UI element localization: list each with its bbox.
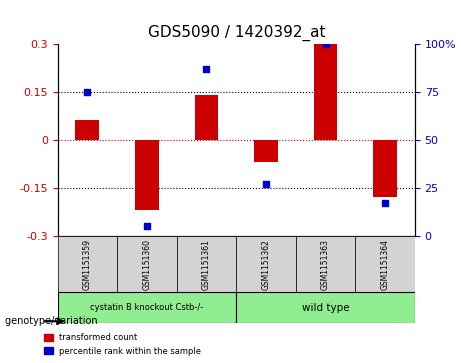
- Bar: [373, 140, 397, 197]
- Bar: [313, 44, 337, 140]
- Bar: [195, 95, 219, 140]
- Text: GSM1151363: GSM1151363: [321, 238, 330, 290]
- FancyBboxPatch shape: [177, 236, 236, 293]
- FancyBboxPatch shape: [296, 236, 355, 293]
- Bar: [254, 140, 278, 162]
- Text: wild type: wild type: [302, 303, 349, 313]
- FancyBboxPatch shape: [236, 236, 296, 293]
- Text: GSM1151359: GSM1151359: [83, 238, 92, 290]
- Text: GSM1151362: GSM1151362: [261, 239, 271, 290]
- Text: cystatin B knockout Cstb-/-: cystatin B knockout Cstb-/-: [90, 303, 204, 312]
- Text: genotype/variation: genotype/variation: [5, 316, 100, 326]
- Bar: [135, 140, 159, 210]
- FancyBboxPatch shape: [58, 293, 236, 323]
- Bar: [76, 121, 99, 140]
- Point: [143, 223, 151, 229]
- Point: [84, 89, 91, 94]
- Text: GSM1151360: GSM1151360: [142, 238, 152, 290]
- Point: [203, 66, 210, 72]
- FancyBboxPatch shape: [117, 236, 177, 293]
- FancyBboxPatch shape: [236, 293, 415, 323]
- Text: GSM1151364: GSM1151364: [381, 238, 390, 290]
- Point: [381, 200, 389, 206]
- Text: GSM1151361: GSM1151361: [202, 239, 211, 290]
- Point: [322, 41, 329, 46]
- Legend: transformed count, percentile rank within the sample: transformed count, percentile rank withi…: [41, 330, 205, 359]
- Point: [262, 181, 270, 187]
- FancyBboxPatch shape: [355, 236, 415, 293]
- Title: GDS5090 / 1420392_at: GDS5090 / 1420392_at: [148, 25, 325, 41]
- FancyBboxPatch shape: [58, 236, 117, 293]
